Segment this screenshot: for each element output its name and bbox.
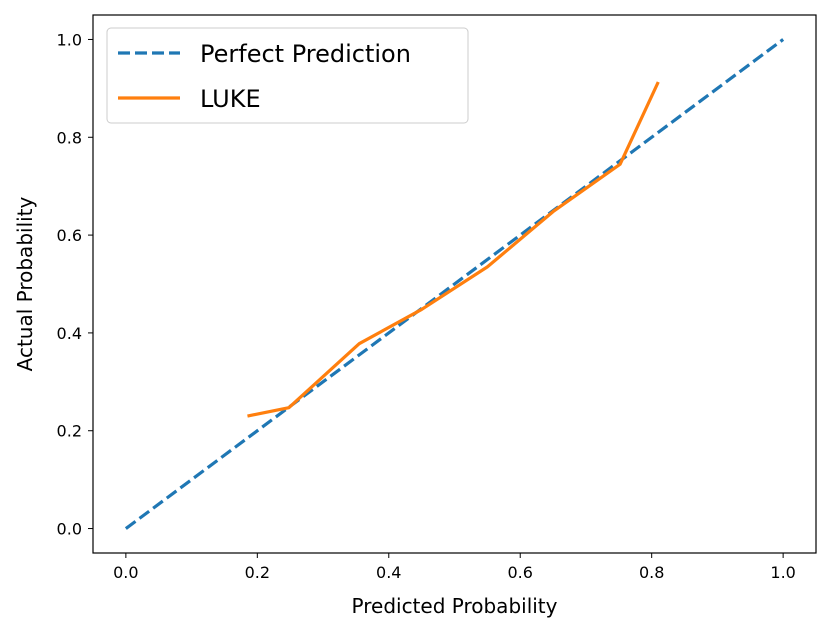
- x-tick-label: 0.6: [508, 563, 533, 582]
- plot-lines: [124, 38, 785, 530]
- series-line-luke: [247, 81, 660, 418]
- x-axis-ticks: 0.0 0.2 0.4 0.6 0.8 1.0: [113, 553, 796, 582]
- legend: Perfect Prediction LUKE: [106, 27, 469, 124]
- y-tick-label: 0.0: [57, 520, 82, 539]
- legend-label: LUKE: [200, 85, 261, 113]
- y-tick-label: 0.2: [57, 422, 82, 441]
- x-tick-label: 0.2: [245, 563, 270, 582]
- y-tick-label: 1.0: [57, 30, 82, 49]
- x-axis-label: Predicted Probability: [352, 594, 558, 618]
- x-tick-label: 0.4: [376, 563, 401, 582]
- x-tick-label: 0.8: [639, 563, 664, 582]
- x-tick-label: 1.0: [770, 563, 795, 582]
- plot-frame: [92, 14, 817, 554]
- legend-box: [106, 27, 469, 124]
- y-axis-ticks: 0.0 0.2 0.4 0.6 0.8 1.0: [57, 30, 93, 539]
- legend-label: Perfect Prediction: [200, 40, 411, 68]
- y-tick-label: 0.4: [57, 324, 82, 343]
- y-tick-label: 0.8: [57, 128, 82, 147]
- y-axis-label: Actual Probability: [13, 196, 37, 371]
- x-tick-label: 0.0: [113, 563, 138, 582]
- y-tick-label: 0.6: [57, 226, 82, 245]
- series-line-perfect-prediction: [124, 38, 785, 530]
